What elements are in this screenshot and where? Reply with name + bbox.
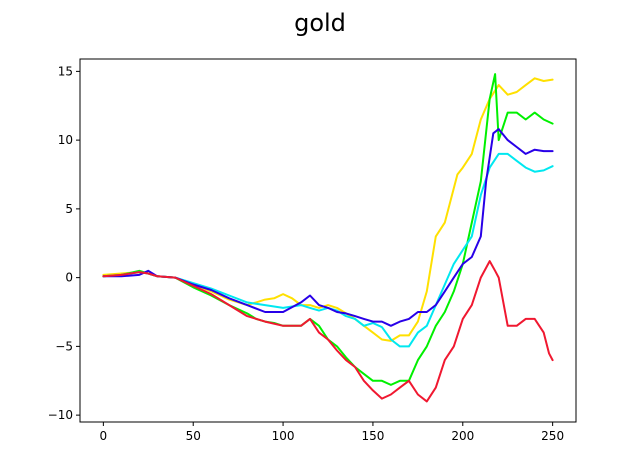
plot-area-frame (79, 58, 577, 423)
y-tick-label: 15 (58, 64, 73, 78)
y-tick-label: 0 (65, 271, 73, 285)
series-line-5 (102, 260, 554, 403)
y-tick-label: −10 (48, 408, 73, 422)
x-tick-label: 0 (100, 429, 108, 443)
x-tick-label: 50 (186, 429, 201, 443)
y-axis: −10 −5 0 5 10 15 (48, 64, 80, 422)
x-axis: 0 50 100 150 200 250 (100, 422, 564, 443)
y-tick-label: 5 (65, 202, 73, 216)
x-tick-label: 150 (361, 429, 384, 443)
y-tick-label: 10 (58, 133, 73, 147)
series-line-4 (102, 128, 554, 327)
series-line-3 (102, 152, 554, 348)
chart-title: gold (294, 9, 346, 37)
x-tick-label: 200 (451, 429, 474, 443)
y-tick-label: −5 (55, 339, 73, 353)
series-layer (102, 73, 554, 403)
series-line-1 (102, 77, 554, 342)
x-tick-label: 100 (272, 429, 295, 443)
x-tick-label: 250 (541, 429, 564, 443)
